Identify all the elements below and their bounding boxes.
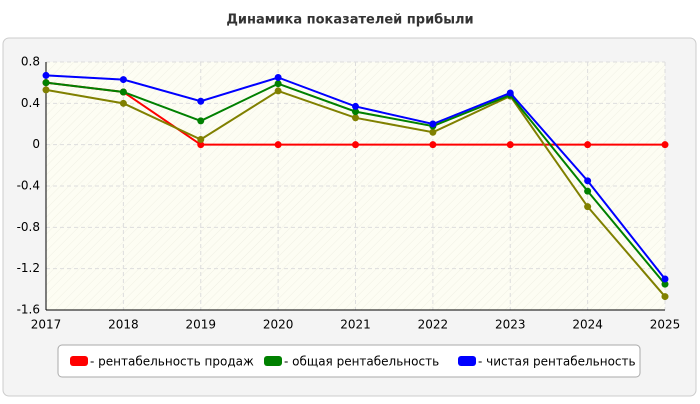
y-tick-label: 0.4 [21,96,40,110]
point [429,128,437,136]
point [584,203,592,211]
point [197,136,205,143]
point [197,97,205,105]
x-tick-label: 2018 [108,318,139,332]
point [352,114,359,122]
point [274,141,282,149]
chart-title: Динамика показателей прибыли [226,13,473,28]
point [197,141,205,149]
point [429,141,437,149]
x-tick-label: 2025 [650,318,681,332]
point [119,99,127,107]
y-tick-label: -0.4 [17,179,40,193]
point [352,102,359,110]
point [506,89,514,97]
x-tick-label: 2022 [418,318,449,332]
point [661,141,669,149]
legend-swatch [70,356,88,366]
legend-swatch [458,356,476,366]
point [274,74,282,81]
x-tick-label: 2019 [185,318,216,332]
y-tick-label: -1.6 [17,303,40,317]
point [274,80,282,88]
y-tick-label: 0.8 [21,55,40,69]
legend [57,344,641,378]
legend-label: - общая рентабельность [284,355,439,369]
point [661,280,669,288]
point [42,79,50,87]
point [584,187,592,195]
point [42,71,50,79]
x-tick-label: 2020 [263,318,294,332]
y-tick-label: 0 [32,137,40,151]
legend-swatch [264,356,282,366]
x-tick-label: 2024 [572,318,603,332]
y-tick-label: -0.8 [17,220,40,234]
point [274,87,282,95]
point [429,120,437,128]
point [42,86,50,94]
point [197,117,205,125]
point [661,293,669,301]
y-tick-label: -1.2 [17,261,40,275]
point [661,275,669,283]
x-tick-label: 2017 [31,318,62,332]
legend-label: - рентабельность продаж [90,355,254,369]
x-tick-label: 2023 [495,318,526,332]
point [119,76,127,84]
legend-label: - чистая рентабельность [478,355,636,369]
point [584,141,592,149]
point [584,177,592,185]
point [506,141,514,149]
point [352,141,359,149]
x-tick-label: 2021 [340,318,371,332]
point [352,108,359,116]
point [119,88,127,96]
